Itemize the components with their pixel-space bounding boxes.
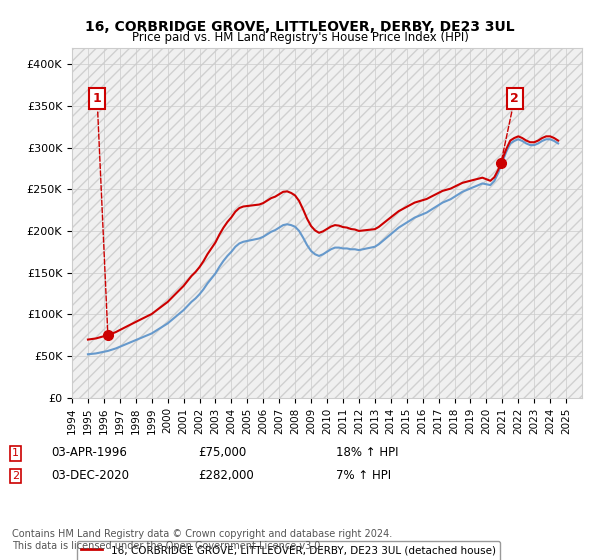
Text: Price paid vs. HM Land Registry's House Price Index (HPI): Price paid vs. HM Land Registry's House … — [131, 31, 469, 44]
Text: 03-DEC-2020: 03-DEC-2020 — [51, 469, 129, 482]
Text: 18% ↑ HPI: 18% ↑ HPI — [336, 446, 398, 459]
Text: 1: 1 — [93, 92, 108, 332]
Legend: 16, CORBRIDGE GROVE, LITTLEOVER, DERBY, DE23 3UL (detached house), HPI: Average : 16, CORBRIDGE GROVE, LITTLEOVER, DERBY, … — [77, 541, 500, 560]
Text: £75,000: £75,000 — [198, 446, 246, 459]
Text: 1: 1 — [12, 449, 19, 459]
Text: £282,000: £282,000 — [198, 469, 254, 482]
Text: 2: 2 — [502, 92, 519, 160]
Text: 16, CORBRIDGE GROVE, LITTLEOVER, DERBY, DE23 3UL: 16, CORBRIDGE GROVE, LITTLEOVER, DERBY, … — [85, 20, 515, 34]
Text: Contains HM Land Registry data © Crown copyright and database right 2024.
This d: Contains HM Land Registry data © Crown c… — [12, 529, 392, 551]
Text: 03-APR-1996: 03-APR-1996 — [51, 446, 127, 459]
Text: 2: 2 — [12, 471, 19, 481]
Text: 7% ↑ HPI: 7% ↑ HPI — [336, 469, 391, 482]
